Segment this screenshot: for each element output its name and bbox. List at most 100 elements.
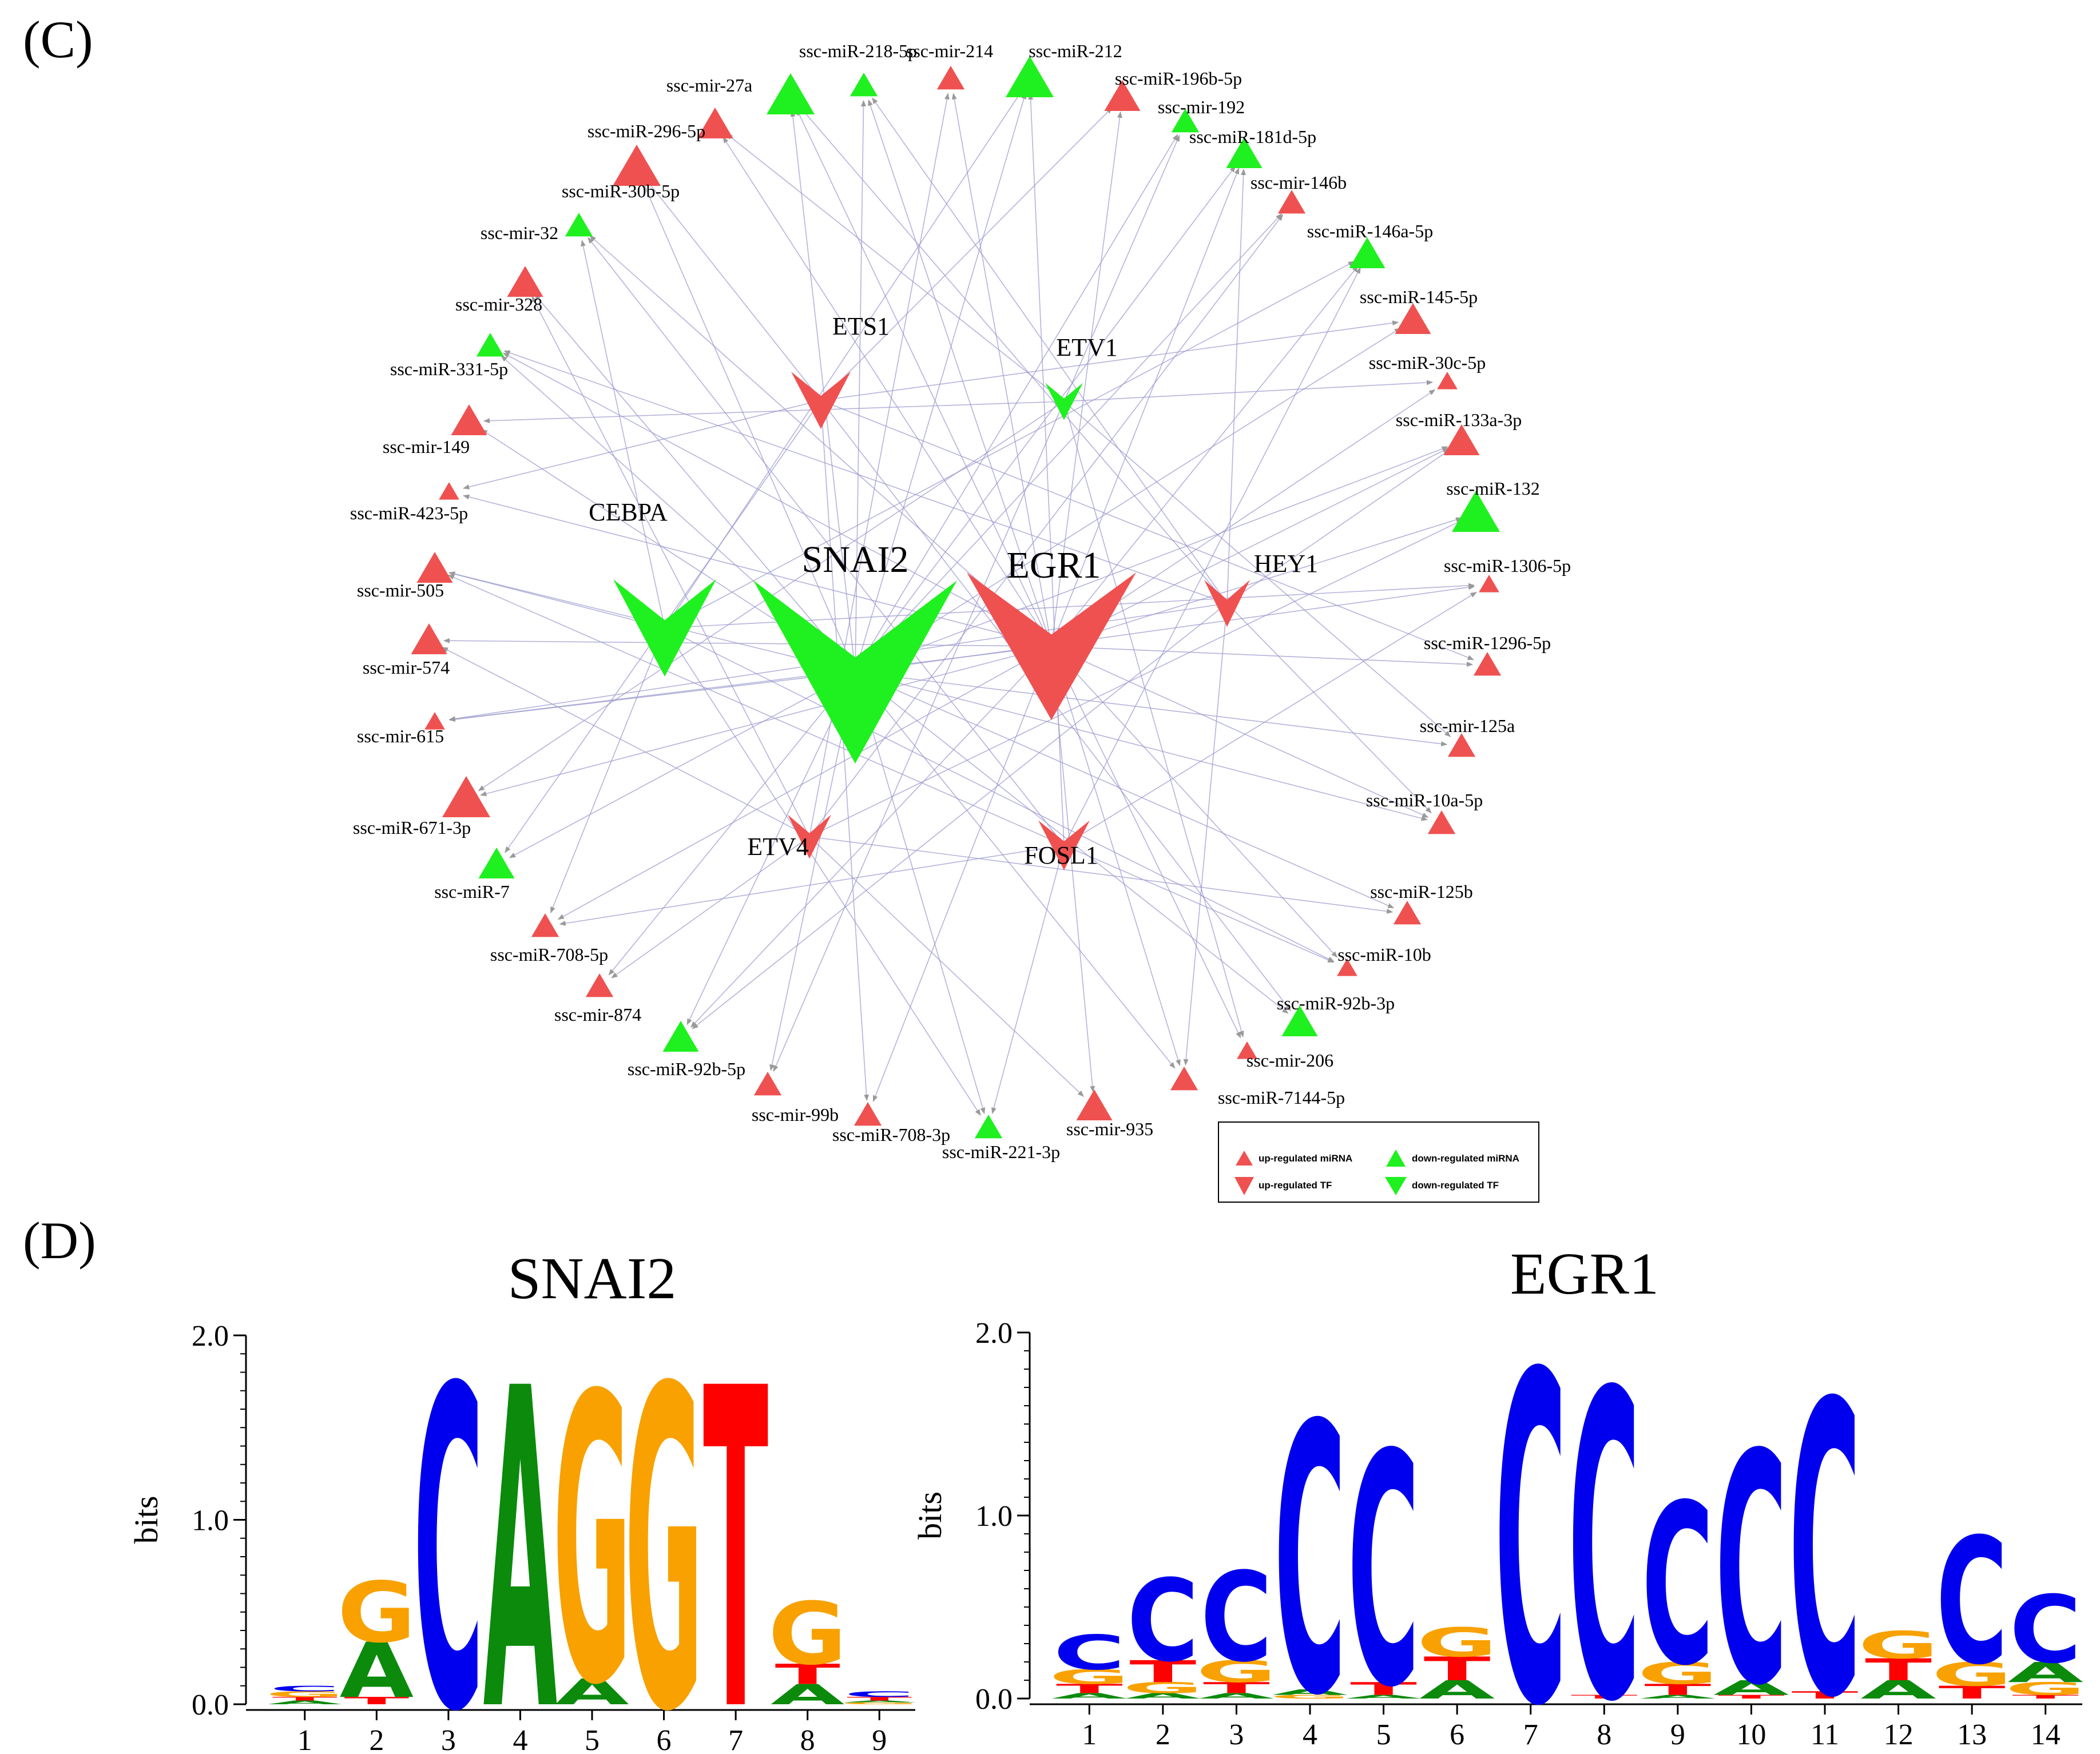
logo-letter-g: G	[1638, 1656, 1718, 1691]
mirna-node-ssc-mir-218-5p[interactable]: ssc-miR-218-5p	[799, 41, 917, 97]
mirna-node-ssc-mir-708-3p[interactable]: ssc-miR-708-3p	[832, 1102, 950, 1145]
mirna-node-ssc-mir-133a-3p[interactable]: ssc-miR-133a-3p	[1396, 409, 1522, 455]
mirna-node-ssc-mir-181d-5p[interactable]: ssc-miR-181d-5p	[1189, 126, 1316, 168]
logo-letter-a: A	[2007, 1656, 2083, 1688]
logo-letter-t: T	[272, 1696, 338, 1701]
mirna-label-ssc-mir-505: ssc-mir-505	[357, 580, 444, 600]
mirna-node-ssc-mir-574[interactable]: ssc-mir-574	[363, 623, 450, 678]
mirna-triangle-ssc-mir-196b-5p	[1104, 80, 1141, 111]
mirna-node-ssc-mir-196b-5p[interactable]: ssc-miR-196b-5p	[1104, 68, 1242, 111]
mirna-node-ssc-mir-146b[interactable]: ssc-mir-146b	[1251, 172, 1347, 214]
mirna-node-ssc-mir-99b[interactable]: ssc-mir-99b	[752, 1072, 839, 1125]
mirna-node-ssc-mir-125a[interactable]: ssc-mir-125a	[1420, 715, 1515, 757]
logo-letter-c: C	[1127, 1555, 1199, 1687]
mirna-node-ssc-mir-10a-5p[interactable]: ssc-miR-10a-5p	[1366, 790, 1483, 834]
tf-label-snai2: SNAI2	[801, 539, 908, 580]
logo-letter-t: T	[344, 1695, 409, 1707]
mirna-node-ssc-mir-423-5p[interactable]: ssc-miR-423-5p	[350, 482, 468, 523]
mirna-node-ssc-mir-221-3p[interactable]: ssc-miR-221-3p	[942, 1115, 1060, 1162]
mirna-node-ssc-mir-30c-5p[interactable]: ssc-miR-30c-5p	[1369, 352, 1486, 389]
edge-snai2-ssc-mir-125a	[855, 671, 1448, 747]
edge-cebpa-ssc-mir-221-3p	[664, 627, 981, 1116]
mirna-triangle-ssc-mir-125a	[1447, 733, 1476, 757]
mirna-node-ssc-mir-7144-5p[interactable]: ssc-miR-7144-5p	[1170, 1067, 1345, 1108]
mirna-label-ssc-mir-133a-3p: ssc-miR-133a-3p	[1396, 409, 1522, 430]
mirna-label-ssc-mir-331-5p: ssc-miR-331-5p	[390, 359, 508, 379]
edge-egr1-ssc-mir-1296-5p	[1051, 646, 1474, 667]
mirna-node-ssc-mir-32[interactable]: ssc-mir-32	[481, 213, 593, 243]
mirna-node-ssc-mir-132[interactable]: ssc-miR-132	[1446, 478, 1540, 532]
mirna-node-ssc-mir-7[interactable]: ssc-miR-7	[434, 848, 515, 902]
mirna-node-ssc-mir-192[interactable]: ssc-mir-192	[1158, 97, 1245, 133]
mirna-triangle-ssc-mir-125b	[1393, 901, 1422, 925]
tf-node-etv4[interactable]: ETV4	[747, 814, 831, 861]
mirna-label-ssc-mir-10b: ssc-miR-10b	[1337, 944, 1431, 965]
logo-letter-g: G	[338, 1565, 416, 1662]
mirna-node-ssc-mir-30b-5p[interactable]: ssc-miR-30b-5p	[562, 145, 680, 201]
logo-letter-a: A	[268, 1700, 342, 1705]
logo-letter-t: T	[2012, 1694, 2079, 1700]
tf-node-ets1[interactable]: ETS1	[791, 312, 890, 429]
mirna-node-ssc-mir-92b-3p[interactable]: ssc-miR-92b-3p	[1277, 993, 1395, 1036]
edge-ets1-ssc-mir-145-5p	[820, 320, 1399, 401]
tf-node-etv1[interactable]: ETV1	[1045, 333, 1118, 420]
x-tick-label: 2	[369, 1724, 384, 1751]
logo-letter-c: C	[1936, 1501, 2008, 1703]
edge-hey1-ssc-mir-7144-5p	[1183, 603, 1228, 1066]
tf-label-hey1: HEY1	[1254, 550, 1318, 578]
mirna-node-ssc-mir-615[interactable]: ssc-mir-615	[357, 712, 445, 746]
mirna-node-ssc-mir-671-3p[interactable]: ssc-miR-671-3p	[353, 776, 490, 838]
mirna-node-ssc-mir-874[interactable]: ssc-mir-874	[554, 973, 641, 1025]
mirna-node-ssc-mir-92b-5p[interactable]: ssc-miR-92b-5p	[628, 1021, 745, 1079]
edge-egr1-ssc-mir-574	[443, 638, 1052, 647]
tf-shape-egr1	[967, 572, 1136, 720]
mirna-node-ssc-mir-10b[interactable]: ssc-miR-10b	[1337, 944, 1431, 976]
x-tick-label: 1	[297, 1724, 312, 1751]
mirna-label-ssc-mir-615: ssc-mir-615	[357, 726, 444, 746]
edge-egr1-ssc-mir-218-5p	[868, 99, 1052, 647]
mirna-label-ssc-mir-214: ssc-mir-214	[906, 41, 993, 61]
mirna-node-ssc-mir-206[interactable]: ssc-mir-206	[1237, 1041, 1333, 1071]
x-tick-label: 11	[1811, 1719, 1839, 1751]
mirna-triangle-ssc-mir-99b	[753, 1072, 782, 1096]
mirna-node-ssc-mir-145-5p[interactable]: ssc-miR-145-5p	[1360, 287, 1478, 334]
tf-node-egr1[interactable]: EGR1	[967, 544, 1136, 720]
edge-snai2-ssc-mir-10a-5p	[855, 671, 1428, 821]
tf-node-fosl1[interactable]: FOSL1	[1024, 820, 1098, 870]
x-tick-label: 9	[872, 1724, 887, 1751]
mirna-triangle-ssc-mir-92b-5p	[662, 1021, 699, 1052]
mirna-node-ssc-mir-296-5p[interactable]: ssc-miR-296-5p	[587, 108, 733, 141]
mirna-node-ssc-mir-331-5p[interactable]: ssc-miR-331-5p	[390, 333, 508, 379]
mirna-node-ssc-mir-1296-5p[interactable]: ssc-miR-1296-5p	[1424, 633, 1551, 676]
mirna-node-ssc-mir-328[interactable]: ssc-mir-328	[455, 266, 543, 315]
mirna-node-ssc-mir-146a-5p[interactable]: ssc-miR-146a-5p	[1307, 221, 1433, 268]
tf-node-cebpa[interactable]: CEBPA	[589, 498, 716, 677]
edge-fosl1-ssc-mir-32	[587, 237, 1065, 846]
mirna-node-ssc-mir-214[interactable]: ssc-mir-214	[906, 41, 993, 90]
edge-etv1-ssc-mir-125a	[1063, 401, 1451, 737]
y-axis-label: bits	[911, 1492, 948, 1540]
edge-egr1-ssc-mir-27a	[796, 109, 1052, 647]
mirna-node-ssc-mir-212[interactable]: ssc-miR-212	[1006, 41, 1122, 97]
logo-letter-a: A	[1125, 1692, 1201, 1700]
mirna-triangle-ssc-mir-10a-5p	[1427, 810, 1456, 834]
mirna-node-ssc-mir-149[interactable]: ssc-mir-149	[383, 404, 487, 457]
mirna-node-ssc-mir-505[interactable]: ssc-mir-505	[357, 552, 453, 600]
mirna-node-ssc-mir-27a[interactable]: ssc-mir-27a	[666, 73, 815, 114]
edge-egr1-ssc-mir-146a-5p	[1051, 265, 1359, 647]
mirna-triangle-ssc-mir-708-5p	[531, 913, 559, 937]
mirna-node-ssc-mir-935[interactable]: ssc-mir-935	[1066, 1089, 1153, 1139]
edge-egr1-ssc-mir-671-3p	[480, 646, 1052, 797]
mirna-triangle-ssc-mir-149	[451, 404, 487, 435]
mirna-label-ssc-mir-423-5p: ssc-miR-423-5p	[350, 503, 468, 523]
logo-letter-g: G	[265, 1690, 344, 1699]
mirna-label-ssc-mir-212: ssc-miR-212	[1029, 41, 1122, 61]
x-tick-label: 1	[1082, 1719, 1097, 1751]
tf-node-hey1[interactable]: HEY1	[1204, 550, 1318, 627]
mirna-node-ssc-mir-1306-5p[interactable]: ssc-miR-1306-5p	[1444, 555, 1571, 592]
mirna-node-ssc-mir-125b[interactable]: ssc-miR-125b	[1370, 881, 1473, 925]
tf-node-snai2[interactable]: SNAI2	[753, 539, 957, 763]
mirna-node-ssc-mir-708-5p[interactable]: ssc-miR-708-5p	[490, 913, 608, 965]
